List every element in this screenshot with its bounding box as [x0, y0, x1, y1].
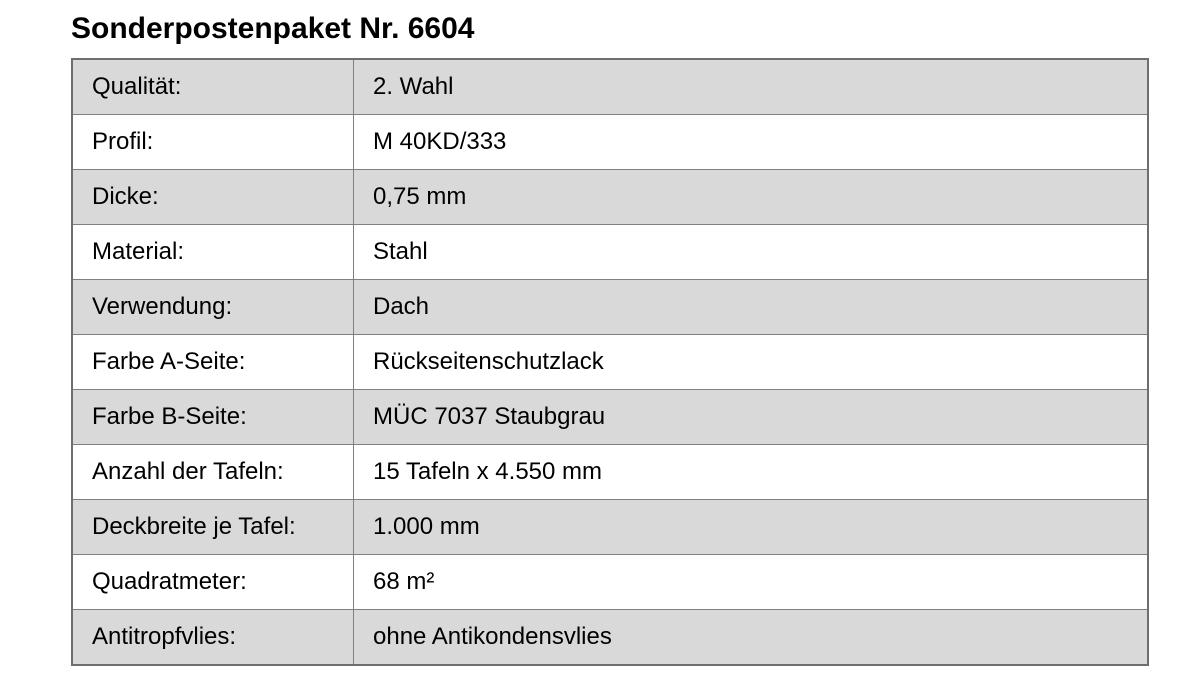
page-title: Sonderpostenpaket Nr. 6604 — [71, 12, 475, 45]
row-value: MÜC 7037 Staubgrau — [353, 389, 1149, 445]
row-label: Deckbreite je Tafel: — [71, 499, 354, 555]
row-value: M 40KD/333 — [353, 114, 1149, 170]
row-value: Dach — [353, 279, 1149, 335]
row-label: Material: — [71, 224, 354, 280]
table-row: Profil: M 40KD/333 — [71, 114, 1149, 170]
table-row: Dicke: 0,75 mm — [71, 169, 1149, 225]
row-label: Verwendung: — [71, 279, 354, 335]
row-label: Antitropfvlies: — [71, 609, 354, 666]
table-row: Farbe B-Seite: MÜC 7037 Staubgrau — [71, 389, 1149, 445]
row-value: Stahl — [353, 224, 1149, 280]
row-value: Rückseitenschutzlack — [353, 334, 1149, 390]
row-label: Farbe B-Seite: — [71, 389, 354, 445]
row-value: 0,75 mm — [353, 169, 1149, 225]
row-value: 2. Wahl — [353, 58, 1149, 115]
row-label: Anzahl der Tafeln: — [71, 444, 354, 500]
row-value: 15 Tafeln x 4.550 mm — [353, 444, 1149, 500]
row-label: Quadratmeter: — [71, 554, 354, 610]
row-label: Profil: — [71, 114, 354, 170]
table-row: Material: Stahl — [71, 224, 1149, 280]
row-value: ohne Antikondensvlies — [353, 609, 1149, 666]
row-label: Dicke: — [71, 169, 354, 225]
spec-table: Qualität: 2. Wahl Profil: M 40KD/333 Dic… — [71, 58, 1149, 666]
row-label: Qualität: — [71, 58, 354, 115]
table-row: Deckbreite je Tafel: 1.000 mm — [71, 499, 1149, 555]
table-row: Qualität: 2. Wahl — [71, 58, 1149, 115]
table-row: Anzahl der Tafeln: 15 Tafeln x 4.550 mm — [71, 444, 1149, 500]
table-row: Quadratmeter: 68 m² — [71, 554, 1149, 610]
row-value: 1.000 mm — [353, 499, 1149, 555]
row-label: Farbe A-Seite: — [71, 334, 354, 390]
table-row: Verwendung: Dach — [71, 279, 1149, 335]
table-row: Farbe A-Seite: Rückseitenschutzlack — [71, 334, 1149, 390]
row-value: 68 m² — [353, 554, 1149, 610]
table-row: Antitropfvlies: ohne Antikondensvlies — [71, 609, 1149, 666]
